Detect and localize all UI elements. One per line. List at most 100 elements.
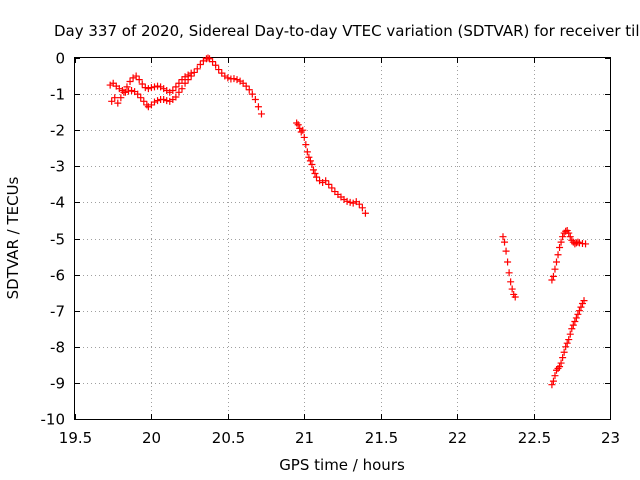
data-point [505, 269, 513, 277]
data-point [551, 372, 559, 380]
chart-title: Day 337 of 2020, Sidereal Day-to-day VTE… [54, 22, 640, 40]
data-point [117, 94, 125, 102]
data-point [565, 336, 573, 344]
data-point [140, 97, 148, 105]
data-point [141, 84, 149, 92]
data-point [118, 86, 126, 94]
data-point [245, 86, 253, 94]
data-point [574, 238, 582, 246]
data-point [294, 121, 302, 129]
data-point [160, 96, 168, 104]
data-point [160, 85, 168, 93]
data-point [169, 86, 177, 94]
data-point [511, 293, 519, 301]
data-point [175, 88, 183, 96]
data-point [296, 124, 304, 132]
data-point [322, 177, 330, 185]
data-point [316, 177, 324, 185]
y-tick-label: -9 [50, 375, 65, 393]
data-point [311, 170, 319, 178]
data-point [204, 54, 212, 62]
series-segment-1-trace-a [106, 54, 265, 118]
data-point [313, 173, 321, 181]
data-point [319, 179, 327, 187]
data-point [134, 90, 142, 98]
data-point [559, 354, 567, 362]
data-point [254, 103, 262, 111]
data-point [242, 82, 250, 90]
data-point [346, 198, 354, 206]
data-point [138, 80, 146, 88]
data-point [224, 74, 232, 82]
data-point [293, 119, 301, 127]
y-tick-label: -5 [50, 231, 65, 249]
data-point [553, 366, 560, 374]
data-point [551, 265, 559, 273]
data-point [196, 60, 204, 68]
data-point [556, 244, 564, 252]
data-point [297, 128, 305, 136]
y-tick-label: -4 [50, 194, 65, 212]
data-point [504, 258, 512, 266]
data-point [193, 65, 201, 73]
data-point [212, 61, 220, 69]
data-point [154, 82, 162, 90]
series-segment-2 [293, 119, 369, 217]
data-point [306, 157, 314, 165]
axis-ticks [75, 58, 611, 420]
data-point [549, 272, 557, 280]
data-point [257, 110, 265, 118]
data-point [181, 79, 189, 87]
data-point [215, 66, 223, 74]
data-point [230, 75, 238, 83]
y-tick-label: -6 [50, 267, 65, 285]
data-point [135, 76, 143, 84]
x-tick-label: 23 [601, 429, 620, 447]
data-point [575, 239, 583, 247]
data-point [190, 68, 198, 76]
data-point [144, 85, 152, 93]
data-points [106, 54, 590, 389]
data-point [325, 180, 333, 188]
plot-frame [74, 57, 611, 420]
series-segment-4-upper [548, 227, 590, 284]
data-point [163, 97, 171, 105]
data-point [553, 258, 560, 266]
data-point [187, 69, 195, 77]
data-point [154, 97, 162, 105]
x-tick-label: 20.5 [212, 429, 245, 447]
data-point [166, 97, 174, 105]
data-point [508, 285, 516, 293]
data-point [303, 148, 311, 156]
x-tick-label: 20 [142, 429, 161, 447]
data-point [502, 247, 510, 255]
data-point [562, 227, 570, 235]
data-point [507, 278, 515, 286]
data-point [114, 99, 122, 107]
data-point [559, 233, 567, 241]
y-tick-label: -7 [50, 303, 65, 321]
x-tick-label: 21 [295, 429, 314, 447]
data-point [499, 233, 507, 241]
data-point [577, 303, 585, 311]
data-point [569, 321, 577, 329]
series-segment-4-lower [548, 297, 588, 389]
y-tick-label: 0 [55, 50, 65, 68]
data-point [178, 85, 186, 93]
y-tick-label: -2 [50, 122, 65, 140]
data-point [147, 84, 155, 92]
data-point [557, 359, 565, 367]
data-point [361, 209, 369, 217]
data-point [343, 197, 351, 205]
data-point [248, 90, 256, 98]
data-point [209, 58, 217, 66]
data-point [233, 76, 241, 84]
data-point [358, 204, 366, 212]
data-point [144, 103, 152, 111]
y-tick-label: -8 [50, 339, 65, 357]
data-point [349, 199, 357, 207]
data-point [300, 133, 308, 141]
x-tick-label: 21.5 [365, 429, 398, 447]
data-point [137, 94, 145, 102]
